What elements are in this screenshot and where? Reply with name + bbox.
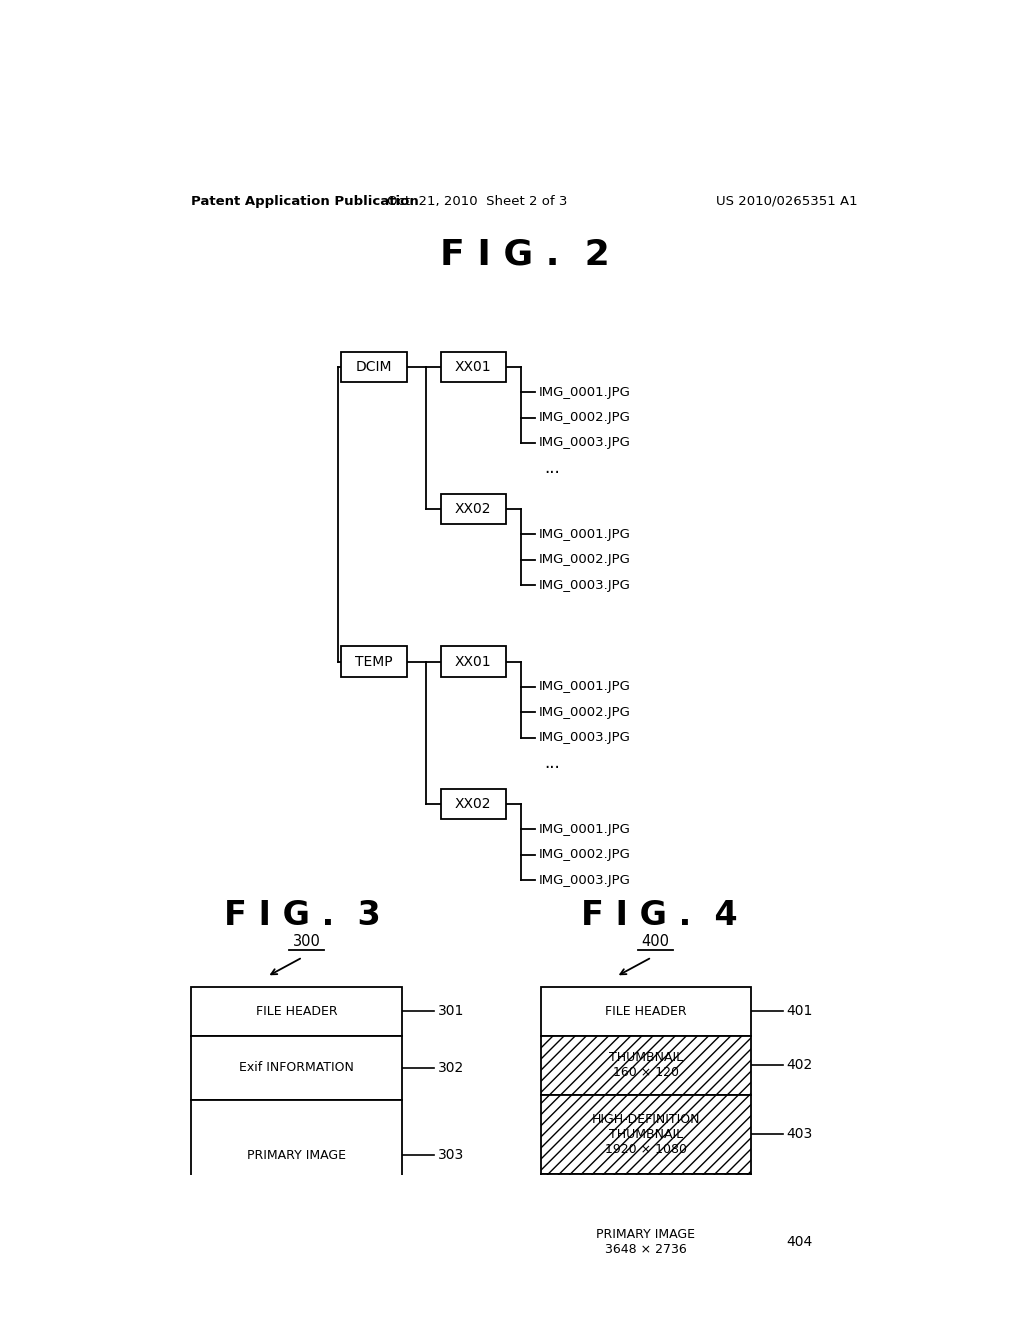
Text: 403: 403 xyxy=(786,1127,813,1142)
Text: XX01: XX01 xyxy=(455,655,492,668)
Text: 301: 301 xyxy=(437,1005,464,1018)
Text: IMG_0001.JPG: IMG_0001.JPG xyxy=(539,528,630,541)
Text: IMG_0002.JPG: IMG_0002.JPG xyxy=(539,411,630,424)
Text: IMG_0001.JPG: IMG_0001.JPG xyxy=(539,680,630,693)
Text: 404: 404 xyxy=(786,1236,813,1250)
Text: F I G .  2: F I G . 2 xyxy=(440,238,609,272)
Text: 303: 303 xyxy=(437,1148,464,1163)
Text: 302: 302 xyxy=(437,1060,464,1074)
Bar xyxy=(191,987,401,1036)
Text: IMG_0003.JPG: IMG_0003.JPG xyxy=(539,437,630,450)
Bar xyxy=(541,1036,751,1094)
Bar xyxy=(440,788,506,818)
Text: F I G .  3: F I G . 3 xyxy=(224,899,381,932)
Text: US 2010/0265351 A1: US 2010/0265351 A1 xyxy=(717,194,858,207)
Text: PRIMARY IMAGE: PRIMARY IMAGE xyxy=(247,1148,346,1162)
Text: XX02: XX02 xyxy=(455,502,492,516)
Bar xyxy=(541,1173,751,1311)
Bar xyxy=(341,647,407,677)
Text: IMG_0002.JPG: IMG_0002.JPG xyxy=(539,849,630,861)
Text: HIGH-DEFINITION
THUMBNAIL
1920 × 1080: HIGH-DEFINITION THUMBNAIL 1920 × 1080 xyxy=(592,1113,700,1155)
Text: 300: 300 xyxy=(293,935,321,949)
Bar xyxy=(440,494,506,524)
Text: ...: ... xyxy=(545,754,560,772)
Bar xyxy=(191,1036,401,1100)
Text: THUMBNAIL
160 × 120: THUMBNAIL 160 × 120 xyxy=(608,1051,683,1078)
Text: Patent Application Publication: Patent Application Publication xyxy=(191,194,419,207)
Text: F I G .  4: F I G . 4 xyxy=(582,899,738,932)
Text: IMG_0001.JPG: IMG_0001.JPG xyxy=(539,385,630,399)
Text: IMG_0003.JPG: IMG_0003.JPG xyxy=(539,731,630,744)
Text: PRIMARY IMAGE
3648 × 2736: PRIMARY IMAGE 3648 × 2736 xyxy=(596,1229,695,1257)
Bar xyxy=(341,351,407,381)
Bar xyxy=(440,351,506,381)
Text: ...: ... xyxy=(545,459,560,478)
Text: 401: 401 xyxy=(786,1005,813,1018)
Text: Oct. 21, 2010  Sheet 2 of 3: Oct. 21, 2010 Sheet 2 of 3 xyxy=(387,194,567,207)
Text: IMG_0002.JPG: IMG_0002.JPG xyxy=(539,553,630,566)
Bar xyxy=(440,647,506,677)
Text: DCIM: DCIM xyxy=(355,360,392,374)
Text: TEMP: TEMP xyxy=(355,655,393,668)
Text: 400: 400 xyxy=(642,935,670,949)
Text: IMG_0001.JPG: IMG_0001.JPG xyxy=(539,822,630,836)
Bar xyxy=(541,987,751,1036)
Text: XX01: XX01 xyxy=(455,360,492,374)
Text: IMG_0003.JPG: IMG_0003.JPG xyxy=(539,874,630,887)
Text: XX02: XX02 xyxy=(455,797,492,810)
Text: 402: 402 xyxy=(786,1059,813,1072)
Bar xyxy=(191,1100,401,1212)
Text: FILE HEADER: FILE HEADER xyxy=(256,1005,338,1018)
Text: Exif INFORMATION: Exif INFORMATION xyxy=(240,1061,354,1074)
Text: IMG_0002.JPG: IMG_0002.JPG xyxy=(539,706,630,719)
Text: FILE HEADER: FILE HEADER xyxy=(605,1005,687,1018)
Bar xyxy=(541,1094,751,1173)
Text: IMG_0003.JPG: IMG_0003.JPG xyxy=(539,578,630,591)
